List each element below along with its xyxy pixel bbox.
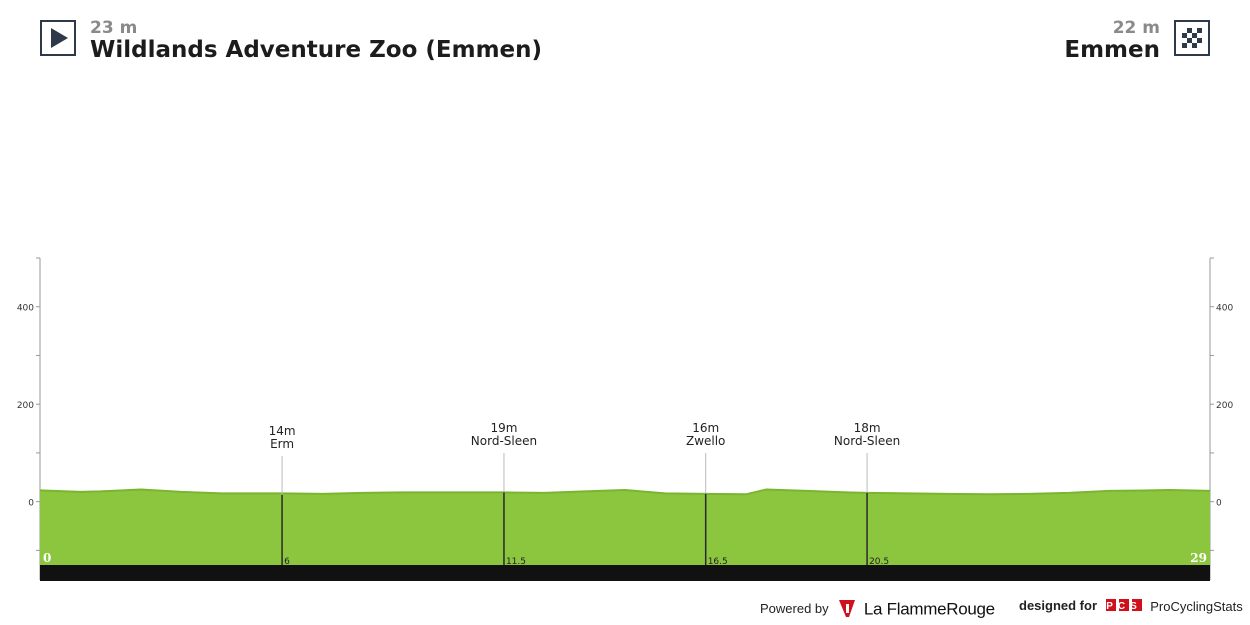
waypoint-km-label: 20.5 [869, 557, 889, 567]
waypoint-altitude: 19m [490, 421, 517, 435]
waypoint-km-label: 6 [284, 557, 290, 567]
start-flag-icon [40, 20, 76, 56]
base-band [40, 565, 1210, 581]
designed-for-credit: designed for PCS ProCyclingStats [1019, 598, 1243, 620]
start-altitude: 23 m [90, 18, 138, 38]
finish-flag-icon [1174, 20, 1210, 56]
la-flamme-rouge-logo-icon [838, 598, 856, 621]
waypoint-altitude: 18m [854, 421, 881, 435]
pcs-logo-icon: PCS [1105, 599, 1142, 614]
waypoint-km-label: 11.5 [506, 557, 526, 567]
powered-by-credit: Powered by La FlammeRouge [760, 598, 995, 620]
profile-line [39, 488, 1211, 496]
designed-for-label: designed for [1019, 598, 1098, 613]
waypoint-name: Zwello [686, 434, 725, 448]
waypoint-km-label: 16.5 [708, 557, 728, 567]
y-tick-label-left: 0 [28, 499, 34, 509]
y-tick-label-right: 200 [1216, 401, 1233, 411]
svg-text:PCS: PCS [1106, 601, 1142, 611]
waypoint-name: Nord-Sleen [834, 434, 900, 448]
finish-header: 22 m Emmen [910, 18, 1210, 68]
y-tick-label-left: 400 [17, 304, 34, 314]
y-tick-label-right: 400 [1216, 304, 1233, 314]
profile-area [40, 489, 1210, 565]
km-label-start: 0 [43, 551, 51, 565]
procyclingstats-name: ProCyclingStats [1150, 599, 1243, 615]
finish-altitude: 22 m [1112, 18, 1160, 38]
waypoint-name: Nord-Sleen [471, 434, 537, 448]
powered-by-label: Powered by [760, 600, 829, 616]
km-label-finish: 29 [1190, 551, 1207, 565]
y-tick-label-left: 200 [17, 401, 34, 411]
waypoint-altitude: 14m [269, 424, 296, 438]
finish-location: Emmen [1064, 37, 1160, 63]
waypoint-altitude: 16m [692, 421, 719, 435]
start-location: Wildlands Adventure Zoo (Emmen) [90, 37, 543, 63]
waypoint-name: Erm [270, 437, 294, 451]
y-tick-label-right: 0 [1216, 499, 1222, 509]
la-flamme-rouge-name: La FlammeRouge [863, 599, 995, 619]
